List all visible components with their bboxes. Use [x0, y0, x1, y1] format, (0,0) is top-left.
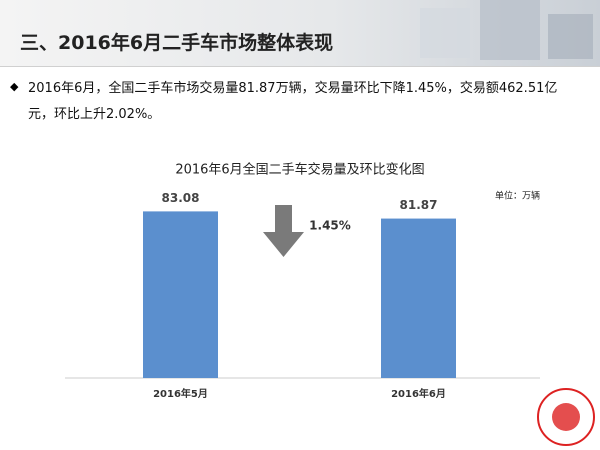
x-tick-label: 2016年6月	[391, 387, 446, 400]
bar	[381, 218, 456, 378]
cubes	[420, 0, 593, 60]
down-arrow	[263, 205, 304, 257]
bar	[143, 211, 218, 378]
x-tick-label: 2016年5月	[153, 387, 208, 400]
header-band	[0, 0, 600, 67]
logo-center	[552, 403, 580, 431]
annotation: 1.45%	[309, 219, 351, 233]
chart-title: 2016年6月全国二手车交易量及环比变化图	[175, 162, 424, 178]
value-label: 83.08	[162, 191, 200, 205]
slide-title: 三、2016年6月二手车市场整体表现	[20, 32, 334, 54]
bullet-text: 2016年6月，全国二手车市场交易量81.87万辆，交易量环比下降1.45%，交…	[28, 81, 558, 122]
value-label: 81.87	[400, 198, 438, 212]
bullet-marker: ◆	[10, 80, 19, 93]
logo	[537, 388, 595, 446]
unit-label: 单位：万辆	[495, 190, 540, 202]
